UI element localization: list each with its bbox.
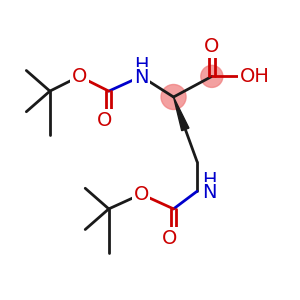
Polygon shape [174,97,189,131]
Ellipse shape [201,65,223,87]
Text: H: H [202,170,217,190]
Text: O: O [204,38,220,56]
Text: OH: OH [240,67,269,86]
Text: H: H [134,56,148,75]
Text: N: N [202,183,217,202]
Text: N: N [134,68,148,87]
Text: O: O [134,185,149,204]
Text: O: O [72,67,87,86]
Ellipse shape [161,85,186,110]
Text: O: O [161,229,177,248]
Text: O: O [97,111,112,130]
